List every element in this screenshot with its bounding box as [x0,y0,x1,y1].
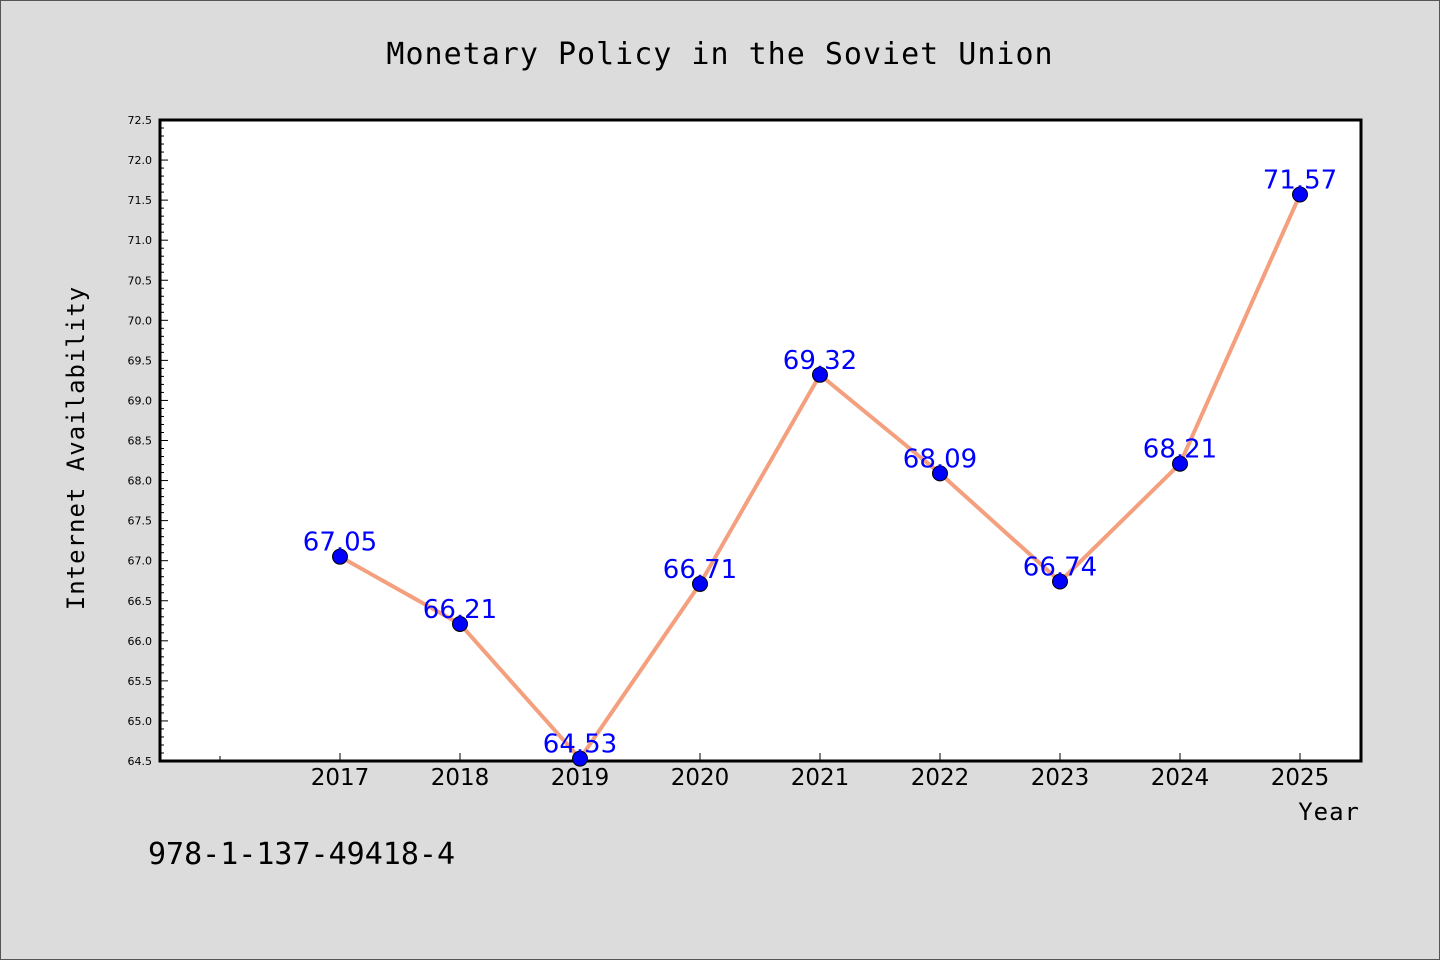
y-tick-label: 66.0 [128,635,153,648]
y-axis-label: Internet Availability [62,286,90,610]
data-label: 66.21 [423,595,497,625]
y-tick-label: 67.5 [128,515,153,528]
x-tick-label: 2022 [911,765,970,791]
data-label: 69.32 [783,346,857,376]
data-point [1052,573,1068,590]
y-tick-label: 67.0 [128,555,153,568]
y-tick-label: 70.5 [128,274,153,287]
y-tick-label: 68.5 [128,435,153,448]
x-tick-label: 2018 [431,765,490,791]
data-point [1172,455,1188,472]
x-tick-label: 2025 [1271,765,1330,791]
x-axis-ticks: 2017 2018 2019 2020 2021 2022 2023 2024 2025 [219,753,1330,791]
data-point [572,750,588,767]
data-point [692,575,708,592]
x-tick-label: 2021 [791,765,850,791]
y-tick-label: 65.0 [128,715,153,728]
x-tick-label: 2019 [551,765,610,791]
data-point [452,615,468,632]
y-tick-label: 72.5 [128,114,153,127]
data-point [812,366,828,383]
y-tick-label: 69.0 [128,394,153,407]
data-label: 64.53 [543,730,617,760]
x-tick-label: 2017 [311,765,370,791]
series-layer: 67.05 66.21 64.53 66.71 69.32 68.09 66.74 68.21… [303,166,1337,767]
x-tick-label: 2023 [1031,765,1090,791]
y-axis-ticks: 64.5 65.0 65.5 66.0 66.5 67.0 67.5 68.0 68.5 69.0… [128,114,168,768]
data-label: 66.71 [663,555,737,585]
x-axis-label: Year [1298,798,1360,826]
y-tick-label: 64.5 [128,755,153,768]
y-tick-label: 69.5 [128,354,153,367]
data-label: 71.57 [1263,166,1337,196]
footnote-code: 978-1-137-49418-4 [148,837,455,872]
x-tick-label: 2024 [1151,765,1210,791]
y-tick-label: 70.0 [128,314,153,327]
data-label: 66.74 [1023,553,1097,583]
y-tick-label: 66.5 [128,595,153,608]
x-tick-label: 2020 [671,765,730,791]
y-tick-label: 71.5 [128,194,153,207]
data-label: 68.21 [1143,435,1217,465]
data-point [332,548,348,565]
plot-area [158,118,1363,763]
data-label: 67.05 [303,528,377,558]
y-tick-label: 71.0 [128,234,153,247]
y-tick-label: 65.5 [128,675,153,688]
data-label: 68.09 [903,444,977,474]
y-tick-label: 68.0 [128,475,153,488]
chart-title: Monetary Policy in the Soviet Union [386,37,1053,72]
data-point [932,465,948,482]
data-point [1292,186,1308,203]
y-tick-label: 72.0 [128,154,153,167]
